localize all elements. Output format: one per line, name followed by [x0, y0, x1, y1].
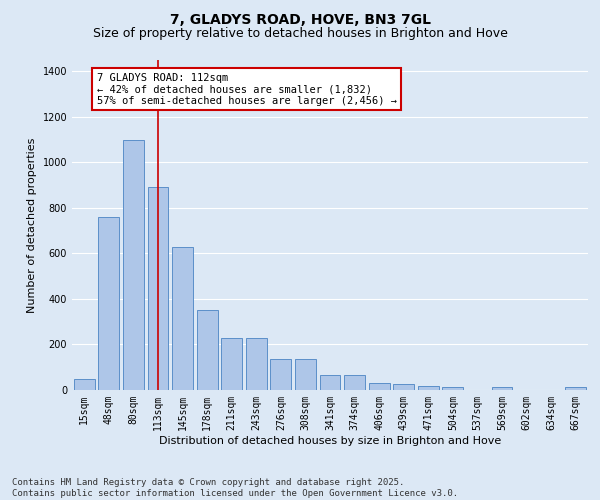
Bar: [246, 338, 267, 390]
Bar: [418, 386, 439, 390]
Text: Size of property relative to detached houses in Brighton and Hove: Size of property relative to detached ho…: [92, 28, 508, 40]
Bar: [565, 388, 586, 390]
Bar: [74, 379, 95, 390]
Text: 7, GLADYS ROAD, HOVE, BN3 7GL: 7, GLADYS ROAD, HOVE, BN3 7GL: [170, 12, 431, 26]
Bar: [221, 338, 242, 390]
Bar: [197, 310, 218, 390]
Bar: [320, 375, 340, 390]
Bar: [172, 246, 193, 390]
Bar: [98, 217, 119, 390]
X-axis label: Distribution of detached houses by size in Brighton and Hove: Distribution of detached houses by size …: [159, 436, 501, 446]
Bar: [442, 388, 463, 390]
Bar: [295, 360, 316, 390]
Bar: [344, 375, 365, 390]
Bar: [148, 188, 169, 390]
Bar: [123, 140, 144, 390]
Bar: [368, 383, 389, 390]
Text: 7 GLADYS ROAD: 112sqm
← 42% of detached houses are smaller (1,832)
57% of semi-d: 7 GLADYS ROAD: 112sqm ← 42% of detached …: [97, 72, 397, 106]
Y-axis label: Number of detached properties: Number of detached properties: [27, 138, 37, 312]
Bar: [491, 388, 512, 390]
Bar: [393, 384, 414, 390]
Text: Contains HM Land Registry data © Crown copyright and database right 2025.
Contai: Contains HM Land Registry data © Crown c…: [12, 478, 458, 498]
Bar: [271, 360, 292, 390]
